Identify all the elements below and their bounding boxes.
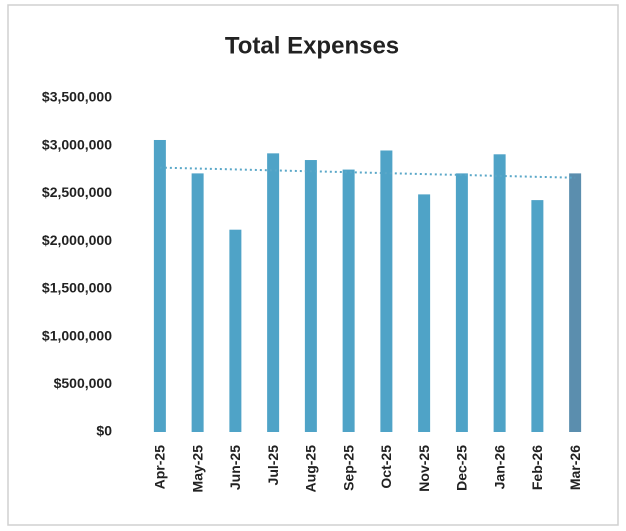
y-tick-label: $1,000,000 [42, 327, 112, 343]
y-tick-label: $2,500,000 [42, 184, 112, 200]
x-tick-label: Mar-26 [567, 445, 583, 490]
bar [418, 194, 431, 432]
bar [380, 150, 393, 432]
x-tick-label: Jun-25 [227, 445, 243, 490]
bar [342, 169, 355, 433]
bar [569, 173, 582, 433]
bar [191, 173, 204, 433]
bar [229, 229, 242, 432]
x-tick-label: Jul-25 [265, 445, 281, 486]
bar [267, 153, 280, 432]
x-tick-label: Apr-25 [152, 445, 168, 490]
x-tick-label: Sep-25 [340, 445, 356, 491]
bar [493, 154, 506, 432]
y-tick-label: $3,000,000 [42, 136, 112, 152]
x-tick-label: Aug-25 [303, 445, 319, 493]
y-tick-label: $1,500,000 [42, 280, 112, 296]
y-tick-label: $500,000 [54, 375, 113, 391]
trendline [159, 166, 576, 179]
x-tick-label: May-25 [189, 445, 205, 493]
bar [531, 200, 544, 432]
y-tick-label: $2,000,000 [42, 232, 112, 248]
bar [455, 173, 468, 433]
bar [153, 139, 166, 432]
x-tick-label: Feb-26 [529, 445, 545, 490]
x-tick-label: Nov-25 [416, 445, 432, 492]
y-tick-label: $0 [96, 423, 112, 439]
x-tick-label: Jan-26 [491, 445, 507, 490]
chart-title: Total Expenses [225, 32, 399, 59]
x-tick-label: Dec-25 [454, 445, 470, 491]
y-tick-label: $3,500,000 [42, 89, 112, 105]
bar [304, 160, 317, 432]
x-tick-label: Oct-25 [378, 445, 394, 489]
